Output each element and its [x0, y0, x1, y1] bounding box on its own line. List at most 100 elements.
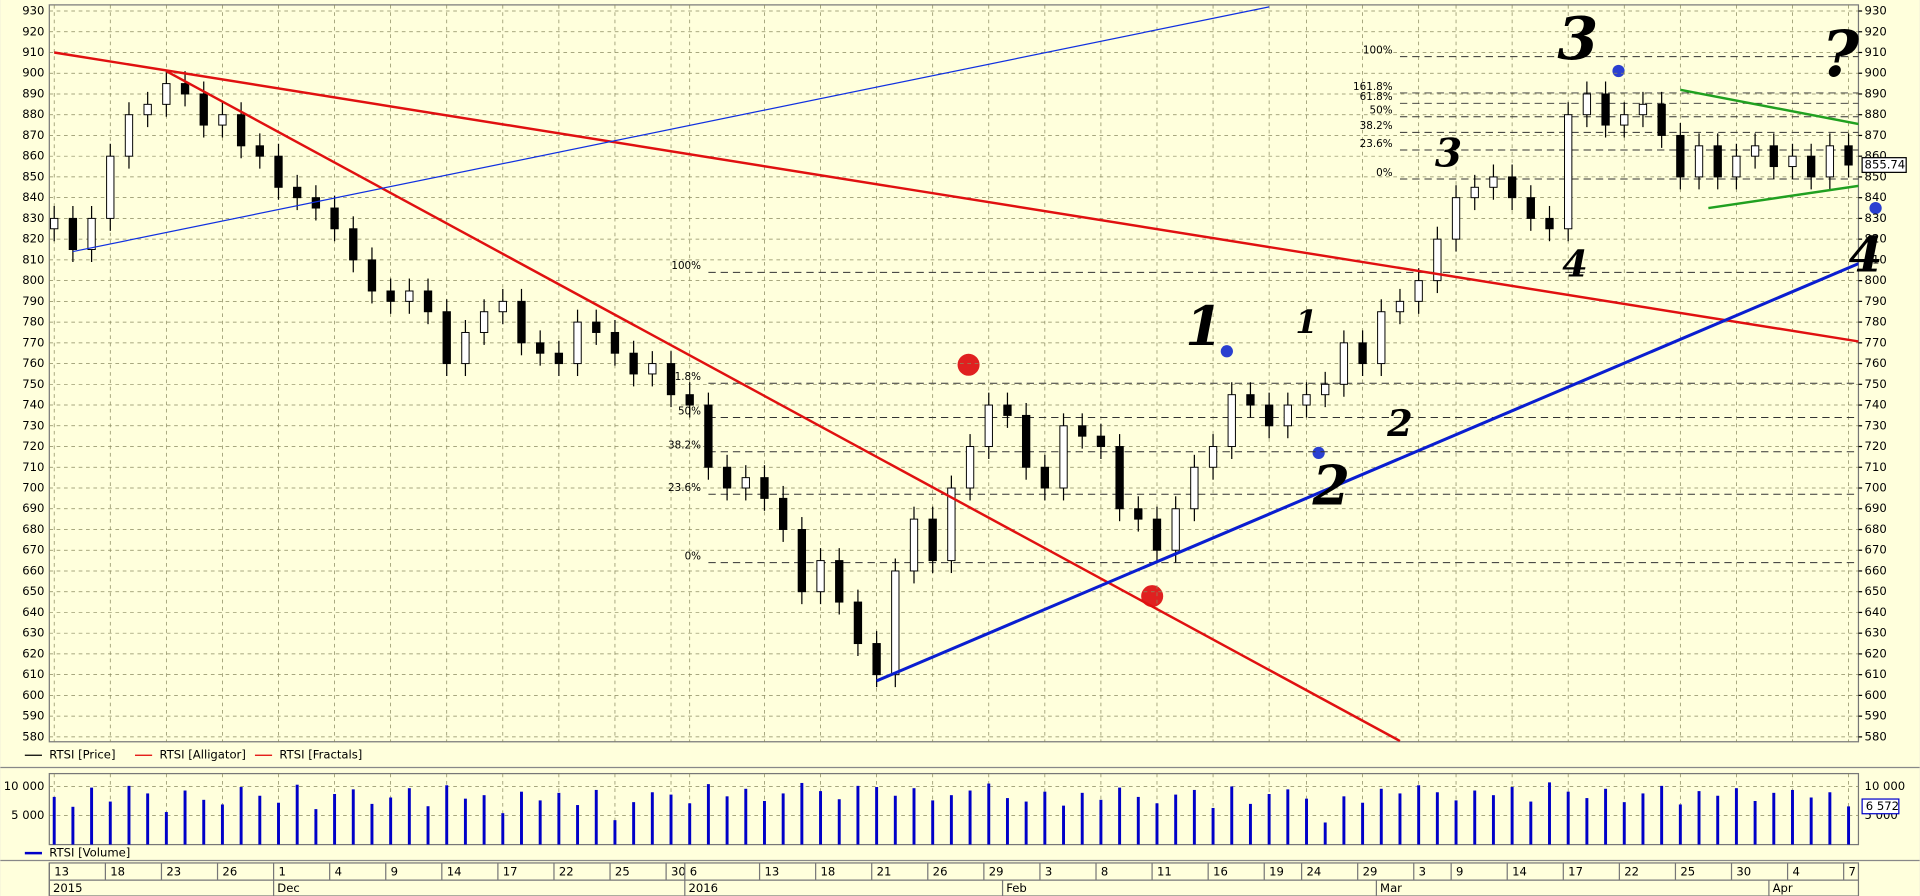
legend-label: RTSI [Volume]	[49, 846, 130, 860]
volume-bar	[837, 799, 841, 845]
candle-body	[704, 404, 713, 468]
candle-body	[1638, 103, 1648, 116]
hand-annotation: 2	[1312, 453, 1350, 517]
candle-body	[1489, 176, 1498, 188]
volume-bar	[1248, 803, 1252, 845]
hand-annotation: ?	[1822, 17, 1860, 92]
y-tick-label-right: 770	[1865, 335, 1887, 349]
hand-annotation: 4	[1849, 226, 1883, 284]
volume-bar	[1062, 805, 1065, 845]
candle-body	[1564, 114, 1573, 230]
volume-bar	[949, 795, 953, 845]
y-tick-label: 800	[22, 273, 44, 287]
y-tick-label-right: 760	[1865, 356, 1887, 370]
volume-bar	[1305, 798, 1308, 845]
y-tick-label: 660	[22, 563, 44, 577]
volume-bar	[501, 813, 505, 845]
volume-bar	[669, 794, 673, 845]
fib-label: 23.6%	[668, 482, 701, 494]
volume-bar	[1548, 782, 1551, 845]
y-tick-label: 610	[22, 667, 44, 681]
candle-body	[1526, 197, 1535, 219]
volume-bar	[1660, 785, 1664, 845]
candle-body	[685, 394, 694, 406]
candle-body	[816, 560, 825, 593]
candle-body	[1246, 394, 1255, 406]
candle-body	[1358, 342, 1367, 365]
x-tick-label: 4	[335, 865, 342, 879]
candle-body	[1096, 435, 1106, 448]
volume-bar	[1043, 791, 1047, 845]
candle-body	[162, 83, 171, 105]
y-tick-label: 750	[22, 377, 44, 391]
y-tick-label-right: 580	[1865, 729, 1887, 743]
candle-body	[1825, 145, 1835, 178]
candle-body	[722, 466, 732, 489]
volume-bar	[90, 787, 94, 845]
candle-body	[891, 570, 900, 676]
candle-body	[928, 518, 937, 562]
candle-body	[1713, 145, 1722, 178]
volume-bar	[1847, 806, 1851, 845]
volume-bar	[1192, 789, 1196, 845]
volume-bar	[258, 795, 262, 845]
candle-body	[1264, 404, 1274, 427]
candle-body	[1769, 145, 1778, 168]
candle-body	[143, 103, 152, 116]
candle-body	[797, 528, 807, 593]
period-label: 2015	[53, 881, 83, 895]
x-tick-label: 26	[933, 865, 948, 879]
volume-bar	[893, 795, 897, 845]
hand-annotation: 3	[1435, 130, 1462, 176]
volume-bar	[632, 802, 636, 845]
candle-body	[1414, 280, 1423, 302]
y-tick-label-right: 910	[1865, 45, 1887, 59]
candle-body	[180, 83, 190, 95]
volume-bar	[164, 812, 168, 845]
volume-bar	[389, 797, 393, 845]
candle-body	[349, 228, 358, 261]
volume-bar	[333, 794, 337, 845]
volume-bar	[1473, 790, 1477, 845]
y-tick-label: 770	[22, 335, 44, 349]
candle-body	[1339, 342, 1349, 385]
period-label: Feb	[1006, 881, 1027, 895]
y-tick-label: 690	[22, 501, 44, 515]
last-volume-box	[1861, 798, 1900, 815]
volume-bar	[71, 806, 75, 845]
volume-bar	[538, 800, 542, 845]
x-tick-label: 14	[447, 865, 462, 879]
x-tick-label: 9	[1456, 865, 1463, 879]
candle-body	[1451, 197, 1461, 240]
x-tick-label: 1	[279, 865, 286, 879]
price-plot	[50, 6, 1859, 742]
candle-body	[610, 331, 620, 354]
y-tick-label-right: 700	[1865, 481, 1887, 495]
volume-bar	[688, 803, 692, 845]
y-tick-label-right: 890	[1865, 86, 1887, 100]
volume-bar	[1585, 798, 1589, 845]
candle-body	[1040, 466, 1050, 489]
y-tick-label-right: 780	[1865, 315, 1887, 329]
volume-bar	[1678, 804, 1682, 845]
y-tick-label-right: 900	[1865, 66, 1887, 80]
volume-bar	[613, 820, 617, 845]
candle-body	[1807, 155, 1816, 178]
volume-tick-label-right: 10 000	[1865, 779, 1906, 793]
volume-bar	[1491, 795, 1495, 845]
volume-bar	[220, 804, 224, 845]
volume-bar	[1566, 791, 1570, 845]
volume-tick-label: 10 000	[4, 779, 45, 793]
candle-body	[1676, 134, 1685, 178]
fib-label: 38.2%	[668, 440, 701, 452]
y-tick-label-right: 800	[1865, 273, 1887, 287]
period-label: Mar	[1380, 881, 1402, 895]
x-tick-label: 13	[54, 865, 69, 879]
fib-label: 0%	[1376, 167, 1393, 179]
x-tick-label: 16	[1213, 865, 1228, 879]
volume-bar	[1342, 796, 1346, 845]
hand-annotation: 1	[1185, 294, 1222, 358]
trendline	[876, 261, 1859, 683]
blue-marker	[1220, 345, 1233, 358]
x-tick-label: 8	[1101, 865, 1108, 879]
